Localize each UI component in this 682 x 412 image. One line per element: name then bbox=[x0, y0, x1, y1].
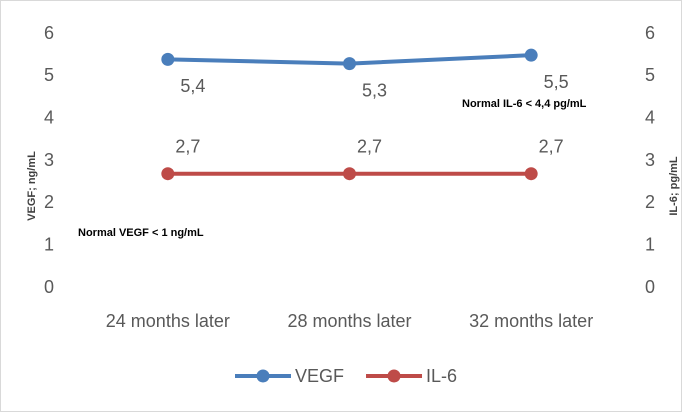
x-tick-label: 24 months later bbox=[106, 311, 230, 331]
legend-marker bbox=[387, 369, 401, 383]
annotation: Normal IL-6 < 4,4 pg/mL bbox=[462, 98, 587, 110]
legend-label: IL-6 bbox=[426, 366, 457, 386]
y2-tick-label: 0 bbox=[645, 277, 655, 297]
y-tick-label: 2 bbox=[44, 192, 54, 212]
y-tick-label: 5 bbox=[44, 65, 54, 85]
y2-tick-label: 4 bbox=[645, 107, 655, 127]
point-marker bbox=[343, 167, 356, 181]
point-marker bbox=[161, 167, 175, 181]
data-label: 5,3 bbox=[362, 80, 387, 100]
y-tick-label: 3 bbox=[44, 150, 54, 170]
point-marker bbox=[161, 52, 175, 66]
annotation: Normal VEGF < 1 ng/mL bbox=[78, 227, 204, 239]
data-label: 2,7 bbox=[357, 136, 382, 156]
data-label: 5,4 bbox=[180, 76, 205, 96]
point-marker bbox=[524, 48, 538, 62]
data-label: 2,7 bbox=[539, 136, 564, 156]
y2-tick-label: 1 bbox=[645, 234, 655, 254]
y-tick-label: 4 bbox=[44, 107, 54, 127]
point-marker bbox=[524, 167, 538, 181]
y2-tick-label: 5 bbox=[645, 65, 655, 85]
data-label: 2,7 bbox=[175, 136, 200, 156]
y-axis-label: VEGF; ng/mL bbox=[26, 151, 38, 221]
y-tick-label: 6 bbox=[44, 23, 54, 43]
y2-axis-label: IL-6; pg/mL bbox=[668, 156, 680, 216]
x-tick-label: 28 months later bbox=[287, 311, 411, 331]
legend-label: VEGF bbox=[295, 366, 344, 386]
point-marker bbox=[343, 57, 356, 71]
y2-tick-label: 6 bbox=[645, 23, 655, 43]
y2-tick-label: 2 bbox=[645, 192, 655, 212]
y-tick-label: 0 bbox=[44, 277, 54, 297]
y-tick-label: 1 bbox=[44, 234, 54, 254]
legend-marker bbox=[256, 369, 270, 383]
x-tick-label: 32 months later bbox=[469, 311, 593, 331]
y2-tick-label: 3 bbox=[645, 150, 655, 170]
data-label: 5,5 bbox=[544, 72, 569, 92]
